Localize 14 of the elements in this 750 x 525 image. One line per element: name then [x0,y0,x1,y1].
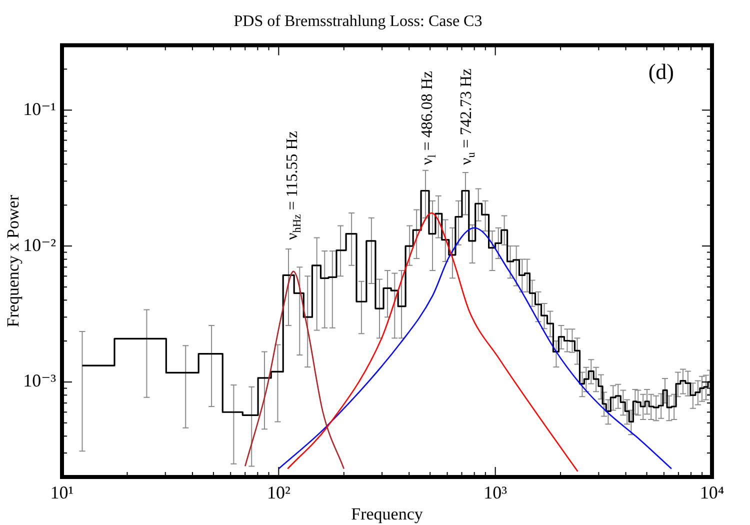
x-tick-label: 10² [266,482,290,503]
chart-title: PDS of Bremsstrahlung Loss: Case C3 [234,12,482,30]
x-axis-title: Frequency [351,504,424,524]
y-tick-label: 10⁻³ [23,370,57,391]
annotation: (d) [648,58,674,84]
x-tick-label: 10³ [484,482,508,503]
annotation: νl = 486.08 Hz [419,70,439,165]
y-tick-label: 10⁻² [23,234,56,255]
y-axis-title: Frequency x Power [4,194,23,328]
annotation: νhHz = 115.55 Hz [284,131,304,240]
annotation: νu = 742.73 Hz [458,68,478,165]
y-tick-label: 10⁻¹ [23,98,56,119]
x-tick-label: 10⁴ [700,482,724,503]
x-tick-label: 10¹ [50,482,74,503]
